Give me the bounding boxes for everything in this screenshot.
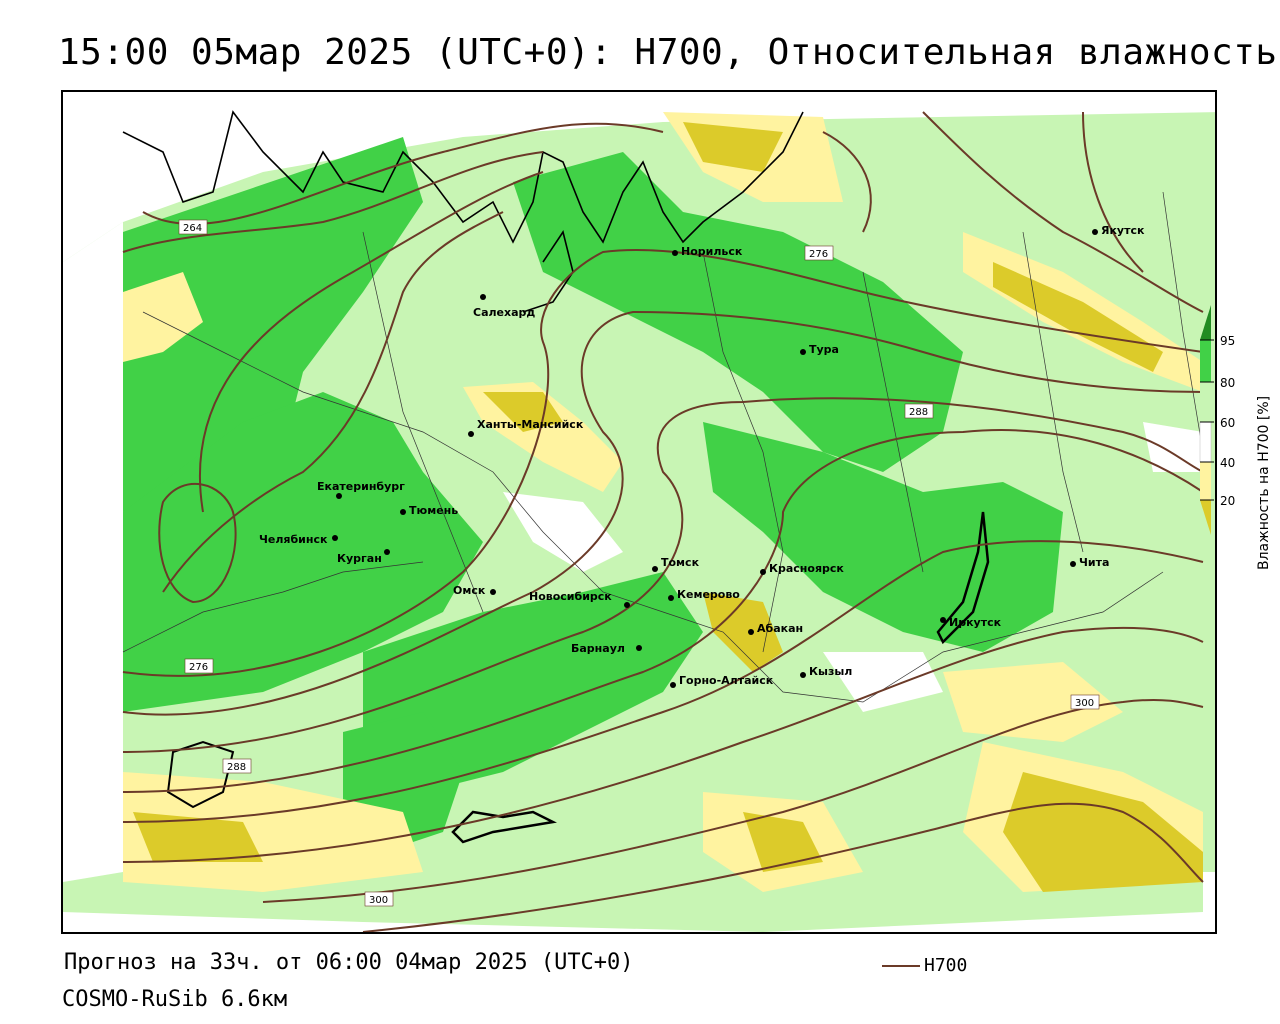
colorbar-tick: 60 [1220,416,1236,430]
map-title: 15:00 05мар 2025 (UTC+0): H700, Относите… [58,32,1278,73]
city-label: Барнаул [571,642,625,655]
forecast-info: Прогноз на 33ч. от 06:00 04мар 2025 (UTC… [64,950,634,975]
humidity-dry-region [743,812,823,872]
city-label: Томск [661,556,700,569]
city-label: Курган [337,552,382,565]
contour-line-swatch [882,964,920,967]
h700-contours [122,111,1204,932]
humidity-high-region [363,572,703,792]
city-label: Чита [1079,556,1109,569]
humidity-dry-region [993,262,1163,372]
humidity-min-region [823,652,943,712]
colorbar-title: Влажность на H700 [%] [1256,395,1272,570]
colorbar-cap-bottom [1200,500,1211,535]
colorbar-tick: 95 [1220,334,1236,348]
humidity-dry-region [133,812,263,862]
colorbar-band-80 [1200,340,1211,382]
humidity-colorbar [1199,305,1214,535]
city-label: Тура [809,343,839,356]
contour-label: 264 [183,223,202,234]
city-label: Кемерово [677,588,740,601]
contour-label: 300 [369,895,388,906]
colorbar-tick: 80 [1220,376,1236,390]
balkhash-lake [451,810,557,844]
colorbar-band-20 [1200,462,1211,500]
humidity-high-region [703,422,1063,652]
contour-legend: H700 [882,955,967,976]
city-label: Иркутск [949,616,1002,629]
model-name: COSMO-RuSib 6.6км [62,987,288,1012]
city-label: Красноярск [769,562,844,575]
humidity-min-region [503,492,623,572]
map-panel: 264 276 276 288 288 300 300 Норильск Яку… [61,90,1217,934]
city-label: Кызыл [809,665,852,678]
contour-label: 288 [227,762,246,773]
humidity-map: 264 276 276 288 288 300 300 Норильск Яку… [63,92,1215,932]
baikal-lake [936,511,990,645]
city-label: Якутск [1101,224,1145,237]
contour-label: 300 [1075,698,1094,709]
city-label: Челябинск [259,533,328,546]
colorbar-tick: 20 [1220,494,1236,508]
city-label: Новосибирск [529,590,612,603]
city-markers: Норильск Якутск Салехард Тура Ханты-Манс… [259,224,1145,688]
coastline [122,110,804,244]
city-label: Омск [453,584,486,597]
out-of-domain-left [63,222,123,882]
contour-label: 276 [189,662,208,673]
humidity-low-region [123,272,203,362]
city-label: Абакан [757,622,803,635]
city-label: Горно-Алтайск [679,674,774,687]
humidity-low-region [943,662,1123,742]
out-of-domain [63,92,1215,262]
colorbar-band-40 [1199,421,1212,463]
city-label: Екатеринбург [317,480,405,493]
humidity-high-region [513,152,963,472]
admin-borders [122,191,1204,703]
contour-labels: 264 276 276 288 288 300 300 [178,219,1100,907]
humidity-dry-region [683,122,783,172]
city-label: Салехард [473,306,535,319]
colorbar-band-60 [1200,382,1211,422]
humidity-high-region [123,392,483,712]
contour-label: 276 [809,249,828,260]
colorbar-cap-top [1200,305,1211,340]
city-label: Норильск [681,245,743,258]
city-label: Тюмень [409,504,458,517]
colorbar-tick: 40 [1220,456,1236,470]
city-label: Ханты-Мансийск [477,418,584,431]
out-of-domain-bottom [63,872,1215,932]
aral-sea [166,740,235,809]
contour-label: 288 [909,407,928,418]
humidity-min-region [1143,422,1203,472]
humidity-dry-region [1003,772,1203,892]
contour-legend-label: H700 [924,955,968,976]
